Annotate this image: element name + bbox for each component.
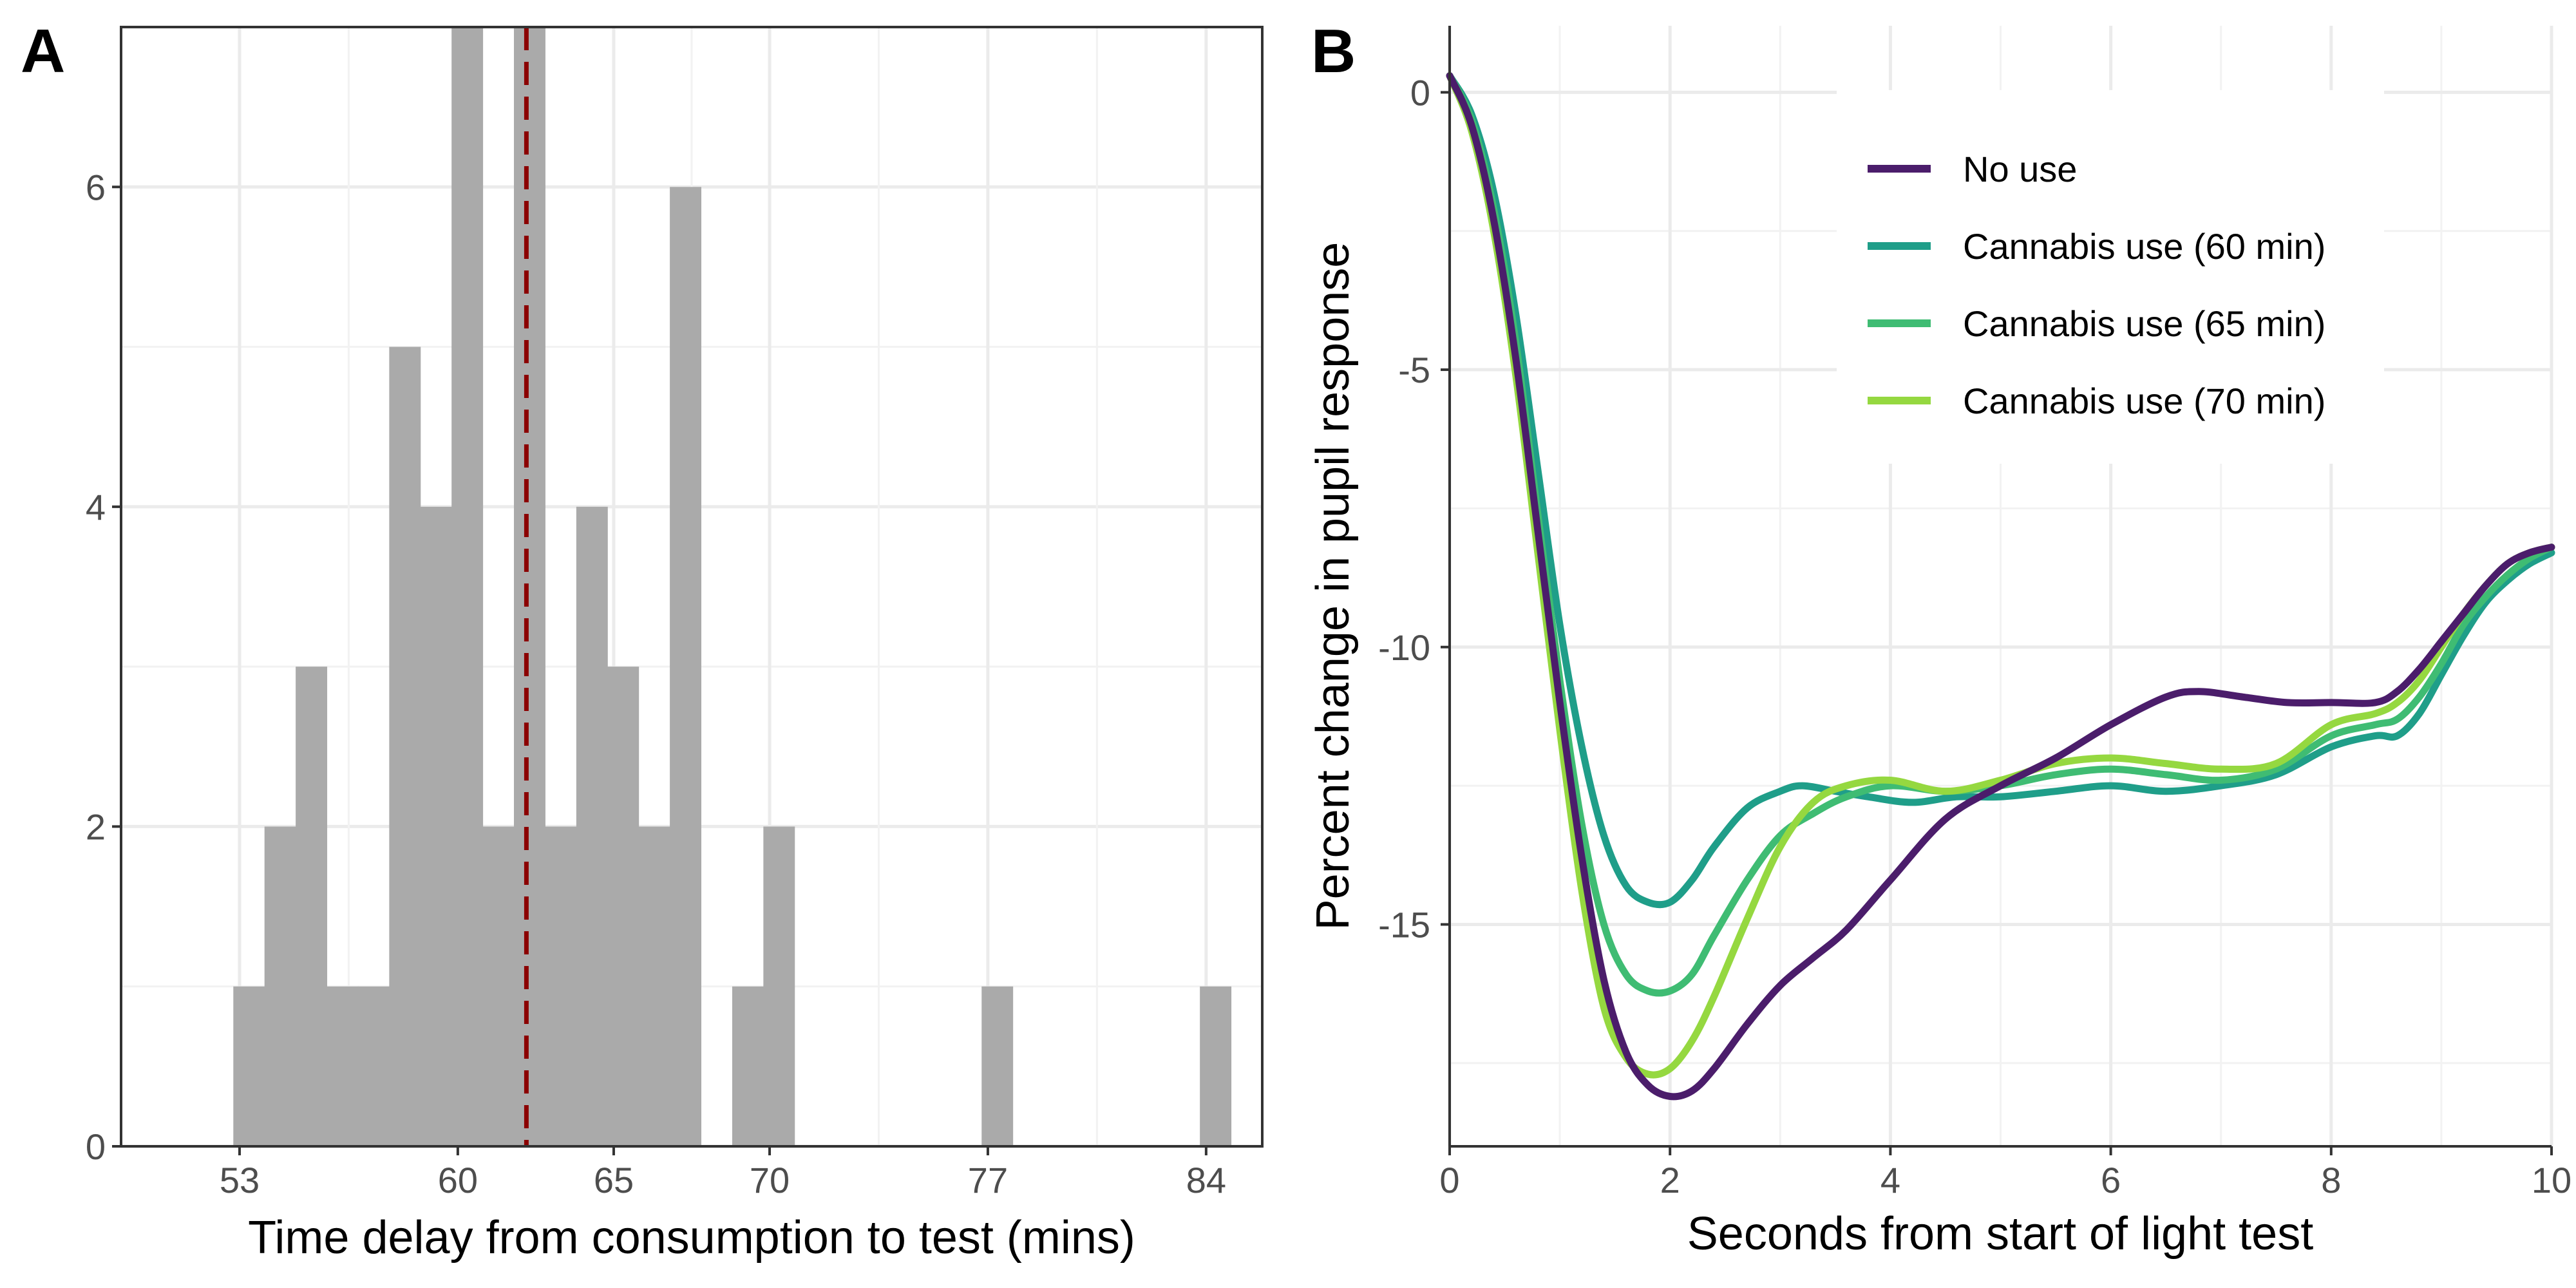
x-tick-label: 8 bbox=[2321, 1160, 2341, 1200]
legend: No use Cannabis use (60 min) Cannabis use … bbox=[1837, 90, 2384, 464]
histogram-bar bbox=[296, 667, 328, 1146]
x-tick-label: 2 bbox=[1660, 1160, 1680, 1200]
series-line-0 bbox=[1446, 72, 2555, 1101]
histogram-bar bbox=[670, 187, 702, 1147]
histogram-bar bbox=[607, 667, 639, 1146]
histogram-bar bbox=[576, 506, 608, 1146]
x-axis-title: Seconds from start of light test bbox=[1687, 1208, 2313, 1260]
line-chart-ticks: 0 2 4 6 8 10 0 -5 -10 -15 bbox=[1378, 72, 2571, 1200]
x-tick-label: 0 bbox=[1439, 1160, 1459, 1200]
x-tick-label: 70 bbox=[750, 1160, 790, 1200]
histogram-bar bbox=[763, 826, 795, 1146]
y-tick-label: 0 bbox=[1410, 72, 1430, 113]
histogram-bar bbox=[327, 986, 359, 1146]
histogram-bar bbox=[420, 506, 452, 1146]
x-tick-label: 53 bbox=[220, 1160, 260, 1200]
histogram-bar bbox=[638, 826, 670, 1146]
histogram-bar bbox=[482, 826, 515, 1146]
y-tick-label: -5 bbox=[1398, 350, 1430, 390]
y-tick-label: 4 bbox=[86, 487, 106, 527]
histogram-panel: A 53 60 65 70 77 84 0 2 4 6 Time delay from consu… bbox=[21, 17, 1264, 1264]
histogram-bar bbox=[264, 826, 296, 1146]
x-axis-title: Time delay from consumption to test (min… bbox=[248, 1212, 1135, 1264]
x-tick-label: 65 bbox=[594, 1160, 634, 1200]
y-tick-label: -10 bbox=[1378, 627, 1430, 668]
histogram-plot-frame bbox=[120, 26, 1264, 1148]
x-tick-label: 84 bbox=[1186, 1160, 1226, 1200]
histogram-bar bbox=[357, 986, 390, 1146]
histogram-ticks: 53 60 65 70 77 84 0 2 4 6 bbox=[86, 167, 1226, 1200]
histogram-bars bbox=[233, 27, 1232, 1147]
legend-label: No use bbox=[1963, 149, 2077, 189]
y-tick-label: 2 bbox=[86, 806, 106, 847]
panel-b-letter: B bbox=[1311, 17, 1356, 86]
histogram-bar bbox=[514, 27, 545, 1146]
panel-a-letter: A bbox=[21, 17, 65, 86]
x-tick-label: 77 bbox=[968, 1160, 1008, 1200]
histogram-bar bbox=[981, 986, 1014, 1146]
legend-label: Cannabis use (70 min) bbox=[1963, 381, 2325, 421]
histogram-bar bbox=[451, 27, 484, 1146]
histogram-bar bbox=[1200, 986, 1232, 1146]
y-tick-label: 6 bbox=[86, 167, 106, 207]
x-tick-label: 10 bbox=[2532, 1160, 2571, 1200]
line-chart-panel: B 0 2 4 6 8 10 0 -5 -10 -15 No use Cannabis use (6… bbox=[1307, 17, 2571, 1260]
x-tick-label: 4 bbox=[1880, 1160, 1900, 1200]
y-tick-label: 0 bbox=[86, 1126, 106, 1167]
legend-label: Cannabis use (65 min) bbox=[1963, 303, 2325, 344]
y-tick-label: -15 bbox=[1378, 904, 1430, 945]
x-tick-label: 6 bbox=[2101, 1160, 2121, 1200]
y-axis-title: Percent change in pupil response bbox=[1307, 242, 1359, 931]
x-tick-label: 60 bbox=[438, 1160, 478, 1200]
histogram-bar bbox=[732, 986, 764, 1146]
histogram-bar bbox=[233, 986, 265, 1146]
histogram-bar bbox=[545, 826, 577, 1146]
line-chart-series bbox=[1446, 72, 2555, 1101]
line-chart-axes bbox=[1448, 26, 2552, 1148]
legend-label: Cannabis use (60 min) bbox=[1963, 226, 2325, 267]
histogram-bar bbox=[389, 346, 421, 1146]
